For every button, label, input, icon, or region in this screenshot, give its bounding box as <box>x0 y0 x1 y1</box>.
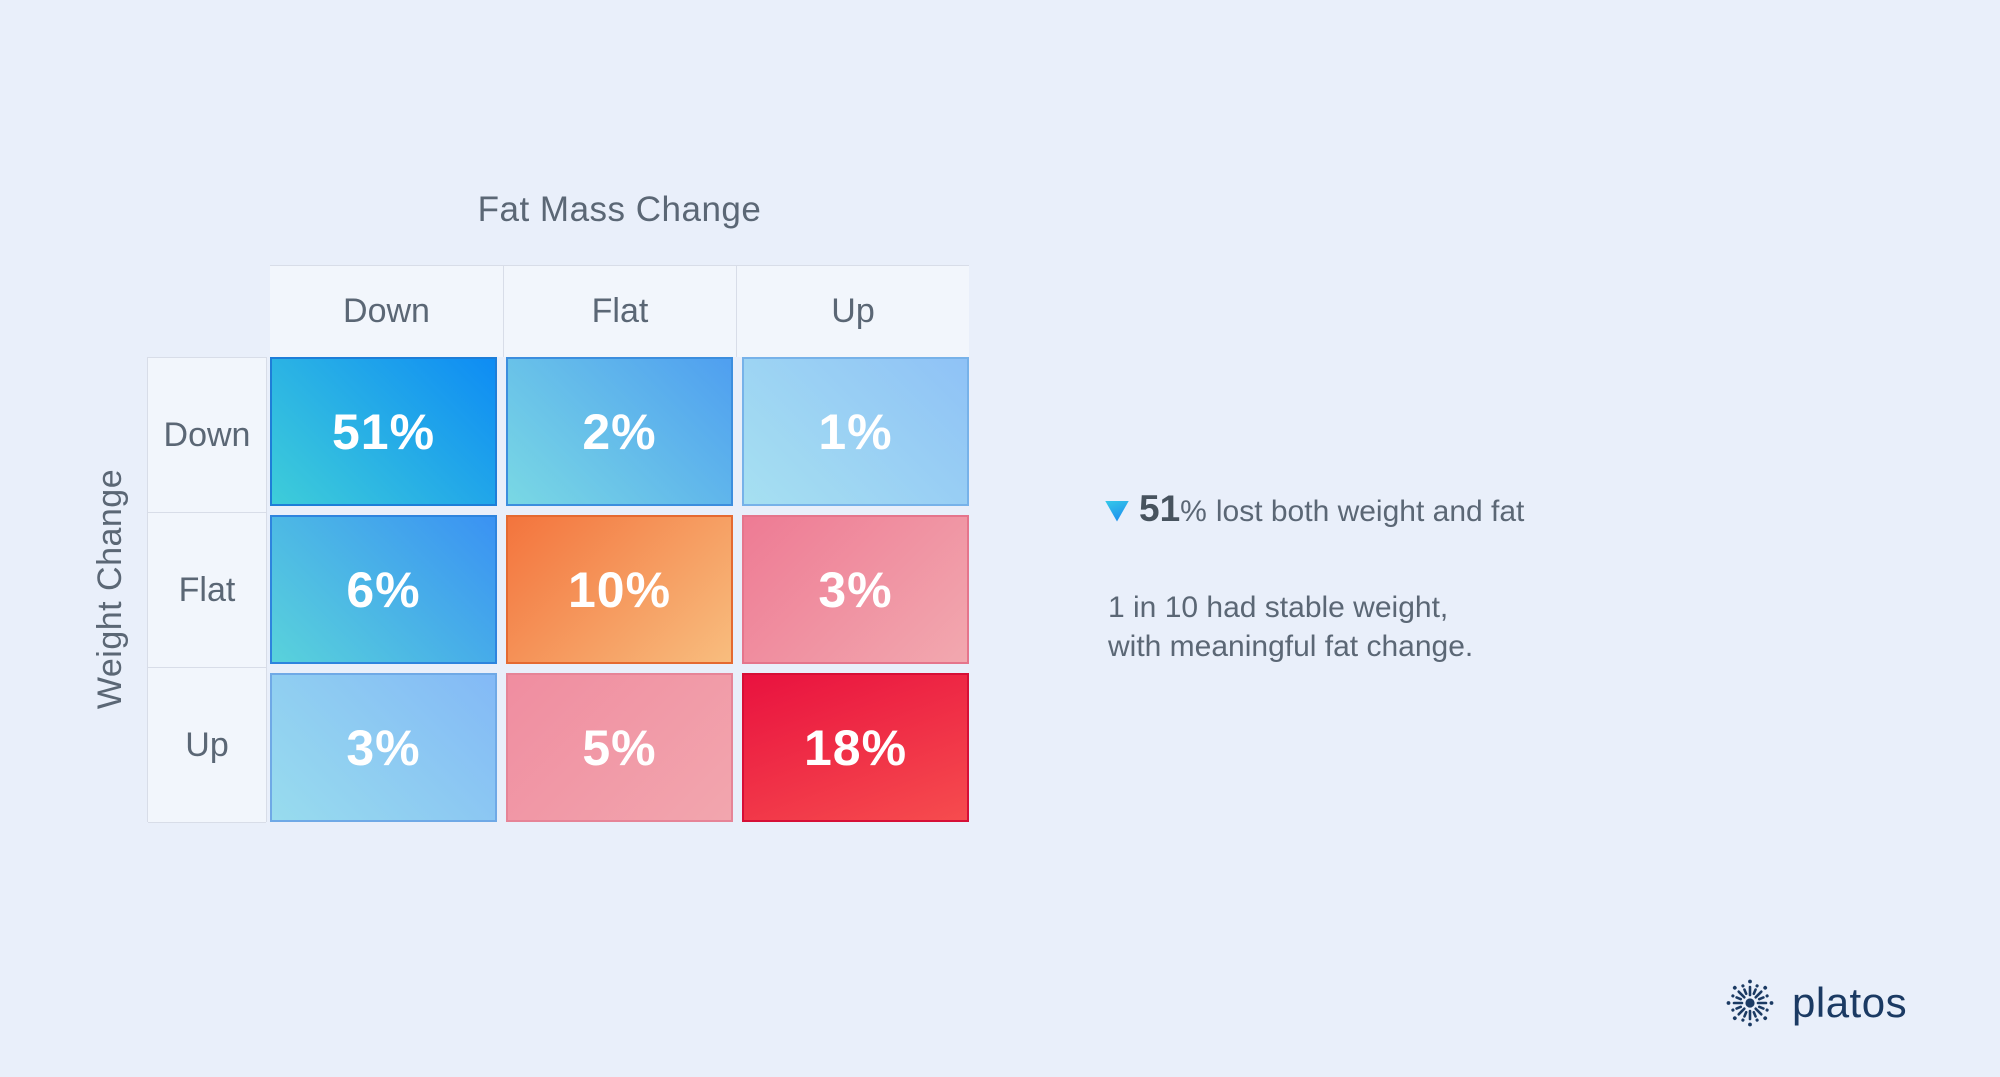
column-header-up: Up <box>736 266 969 357</box>
logo: platos <box>1722 975 1907 1031</box>
stat-line: 51 % lost both weight and fat <box>1105 488 1524 530</box>
note-text: 1 in 10 had stable weight, with meaningf… <box>1108 588 1473 666</box>
heatmap-cell-up-down: 3% <box>270 673 497 822</box>
heatmap-cell-up-flat: 5% <box>506 673 733 822</box>
row-header-down: Down <box>148 358 266 513</box>
starburst-icon <box>1726 979 1774 1027</box>
row-header-up: Up <box>148 668 266 823</box>
heatmap-grid: 51% 2% 1% 6% 10% 3% 3% 5% 18% <box>270 357 969 822</box>
heatmap-cell-down-up: 1% <box>742 357 969 506</box>
column-header-down: Down <box>343 292 430 330</box>
row-header-column: Down Flat Up <box>147 357 267 823</box>
x-axis-title: Fat Mass Change <box>477 190 762 229</box>
stat-unit: % <box>1180 495 1207 528</box>
stat-value: 51 <box>1139 488 1181 529</box>
note-line-2: with meaningful fat change. <box>1108 630 1474 663</box>
stat-text: lost both weight and fat <box>1215 495 1525 528</box>
heatmap-cell-flat-up: 3% <box>742 515 969 664</box>
heatmap-cell-flat-down: 6% <box>270 515 497 664</box>
heatmap-cell-down-down: 51% <box>270 357 497 506</box>
heatmap-cell-down-flat: 2% <box>506 357 733 506</box>
column-header-flat: Flat <box>503 266 736 357</box>
row-header-flat: Flat <box>148 513 266 668</box>
note-line-1: 1 in 10 had stable weight, <box>1108 591 1449 624</box>
logo-text: platos <box>1792 979 1908 1026</box>
down-triangle-icon <box>1105 500 1129 522</box>
column-header-row: Down Flat Up <box>270 265 969 357</box>
y-axis-title: Weight Change <box>91 468 129 710</box>
heatmap-cell-flat-flat: 10% <box>506 515 733 664</box>
heatmap-cell-up-up: 18% <box>742 673 969 822</box>
